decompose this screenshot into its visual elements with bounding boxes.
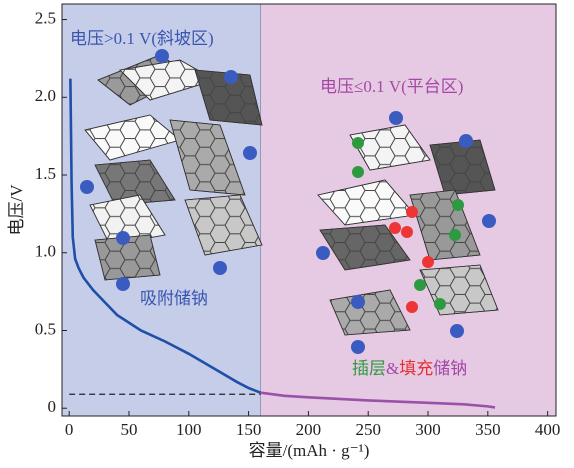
y-tick-label: 2.0	[35, 86, 56, 105]
x-tick-label: 150	[236, 420, 262, 439]
annotation: 吸附储钠	[140, 289, 208, 308]
annotation-part: 插层	[352, 359, 386, 378]
annotation-part: 吸附储钠	[140, 289, 208, 308]
y-tick-label: 1.0	[35, 242, 56, 261]
y-tick-label: 0	[48, 397, 57, 416]
annotation-part: &	[386, 359, 399, 378]
x-axis-label: 容量/(mAh · g⁻¹)	[249, 441, 370, 460]
page: 电压>0.1 V(斜坡区) 电压≤0.1 V(平台区) 吸附储钠插层&填充储钠 0 50…	[0, 0, 574, 468]
annotation: 插层&填充储钠	[352, 359, 467, 378]
x-tick-label: 250	[355, 420, 381, 439]
x-tick-label: 400	[535, 420, 561, 439]
annotation-part: 填充	[399, 359, 433, 378]
x-tick-label: 0	[65, 420, 74, 439]
y-tick-label: 2.5	[35, 8, 56, 27]
region-label: 电压>0.1 V(斜坡区)	[70, 29, 214, 48]
x-tick-label: 200	[296, 420, 322, 439]
x-tick-label: 300	[415, 420, 441, 439]
annotation-part: 储钠	[433, 359, 467, 378]
x-tick-label: 350	[475, 420, 501, 439]
y-axis-label: 电压/V	[7, 184, 26, 236]
x-tick-label: 100	[176, 420, 202, 439]
chart: 电压>0.1 V(斜坡区) 电压≤0.1 V(平台区) 吸附储钠插层&填充储钠 0 50…	[0, 0, 574, 468]
region-label: 电压≤0.1 V(平台区)	[320, 77, 463, 96]
y-tick-label: 0.5	[35, 319, 56, 338]
x-tick-label: 50	[120, 420, 137, 439]
y-tick-label: 1.5	[35, 164, 56, 183]
